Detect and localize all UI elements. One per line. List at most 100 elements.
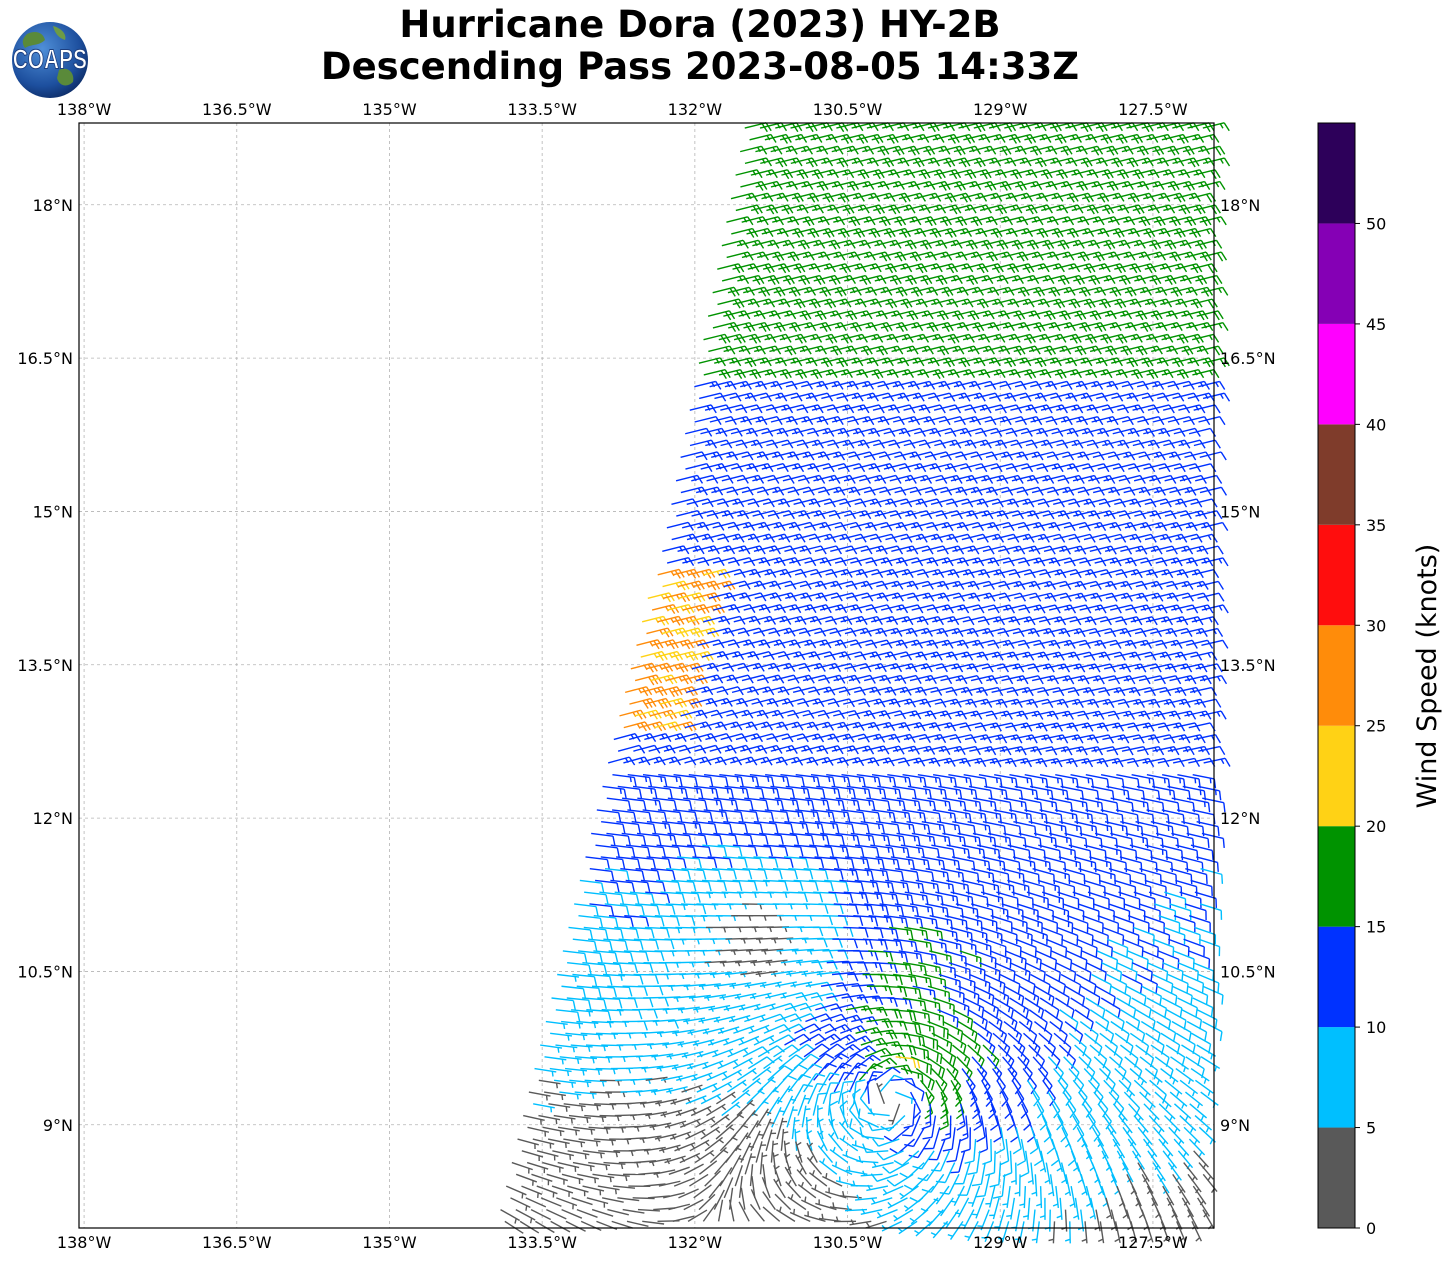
- wind-barb: [804, 286, 832, 297]
- wind-barb: [792, 227, 820, 238]
- wind-barb: [979, 204, 1008, 215]
- wind-barb: [903, 169, 931, 180]
- wind-barb-feather: [1182, 134, 1189, 143]
- wind-barb: [969, 180, 997, 191]
- wind-barb-feather: [929, 181, 936, 190]
- wind-barb: [744, 122, 772, 133]
- wind-barb: [924, 216, 952, 227]
- wind-barb: [1187, 357, 1215, 368]
- wind-barb: [775, 122, 803, 133]
- wind-barb: [895, 286, 923, 297]
- wind-barb-feather: [1102, 192, 1110, 202]
- wind-barb: [703, 568, 731, 579]
- wind-barb: [911, 321, 939, 332]
- wind-barb-feather: [1103, 170, 1110, 180]
- wind-barb: [1018, 321, 1046, 332]
- wind-barb: [1074, 310, 1102, 321]
- wind-barb-feather: [950, 192, 957, 202]
- wind-barb: [883, 192, 911, 203]
- wind-barb-feather: [1223, 392, 1231, 402]
- wind-barb-feather: [842, 157, 849, 167]
- wind-barb-feather: [1118, 170, 1126, 180]
- wind-barb-feather: [806, 145, 814, 155]
- wind-barb: [984, 145, 1012, 156]
- wind-barb: [731, 227, 759, 238]
- wind-barb-feather: [786, 169, 794, 179]
- wind-barb-feather: [1025, 122, 1032, 132]
- wind-barb: [805, 357, 833, 368]
- wind-barb-feather: [826, 122, 833, 132]
- wind-barb-feather: [1214, 204, 1221, 214]
- wind-barb: [1179, 239, 1207, 250]
- wind-barb: [1120, 345, 1148, 356]
- wind-barb-feather: [913, 145, 920, 155]
- wind-barb: [929, 227, 957, 238]
- wind-barb-half-feather: [1215, 182, 1220, 188]
- wind-barb-feather: [1099, 193, 1106, 203]
- wind-barb-feather: [1062, 146, 1069, 156]
- wind-barb: [1063, 321, 1092, 332]
- wind-barb: [825, 333, 853, 344]
- wind-barb: [764, 133, 792, 144]
- wind-barb-feather: [1207, 264, 1214, 274]
- wind-barb: [712, 321, 740, 332]
- wind-barb-feather: [765, 157, 773, 167]
- wind-barb: [857, 169, 885, 180]
- wind-barb-feather: [1134, 205, 1141, 215]
- wind-barb-feather: [818, 182, 825, 191]
- wind-barb-feather: [861, 134, 869, 143]
- wind-barb: [943, 157, 971, 168]
- wind-barb-feather: [1220, 451, 1227, 461]
- wind-barb-feather: [1122, 169, 1130, 179]
- wind-barb-feather: [1103, 205, 1111, 215]
- wind-barb-feather: [878, 204, 886, 214]
- wind-barb: [782, 239, 810, 250]
- wind-barb: [1188, 192, 1217, 203]
- wind-barb-feather: [771, 169, 778, 179]
- wind-barb: [1187, 122, 1215, 133]
- wind-barb-layer: [500, 122, 1231, 1244]
- wind-barb-feather: [1020, 181, 1028, 190]
- wind-barb-feather: [924, 204, 931, 214]
- wind-barb: [1153, 216, 1181, 227]
- wind-barb: [1181, 310, 1209, 321]
- wind-barb: [894, 251, 922, 262]
- wind-barb-feather: [787, 204, 794, 214]
- wind-barb: [1129, 263, 1157, 274]
- wind-barb-feather: [1215, 239, 1223, 249]
- wind-barb-feather: [852, 145, 859, 155]
- wind-barb-feather: [924, 169, 931, 179]
- wind-barb-feather: [1169, 146, 1176, 156]
- wind-barb-feather: [1158, 181, 1165, 190]
- wind-barb: [845, 345, 873, 356]
- wind-barb-feather: [792, 123, 799, 133]
- wind-barb: [772, 251, 800, 262]
- wind-barb: [883, 227, 911, 238]
- wind-barb-feather: [935, 170, 942, 180]
- wind-barb-feather: [1222, 522, 1229, 531]
- wind-barb: [961, 263, 989, 274]
- wind-barb: [877, 145, 905, 156]
- wind-barb-feather: [951, 205, 958, 215]
- wind-barb-feather: [1108, 182, 1115, 191]
- wind-barb: [1065, 122, 1093, 133]
- wind-barb-feather: [953, 134, 960, 143]
- wind-barb: [821, 157, 849, 168]
- wind-barb: [807, 227, 835, 238]
- wind-barb-feather: [999, 134, 1006, 143]
- wind-barb-feather: [1107, 204, 1115, 214]
- wind-barb-feather: [822, 181, 829, 190]
- wind-barb: [783, 274, 811, 285]
- wind-barb-feather: [1117, 135, 1124, 144]
- wind-barb-feather: [752, 205, 759, 215]
- wind-barb: [733, 333, 762, 344]
- wind-barb-feather: [873, 192, 881, 202]
- wind-barb: [1125, 321, 1153, 332]
- wind-barb-feather: [938, 134, 945, 143]
- wind-barb: [791, 192, 820, 203]
- wind-barb-feather: [751, 192, 759, 202]
- wind-barb-feather: [985, 169, 992, 179]
- wind-barb: [1080, 122, 1108, 133]
- wind-barb: [981, 239, 1009, 250]
- wind-barb-feather: [1001, 146, 1008, 156]
